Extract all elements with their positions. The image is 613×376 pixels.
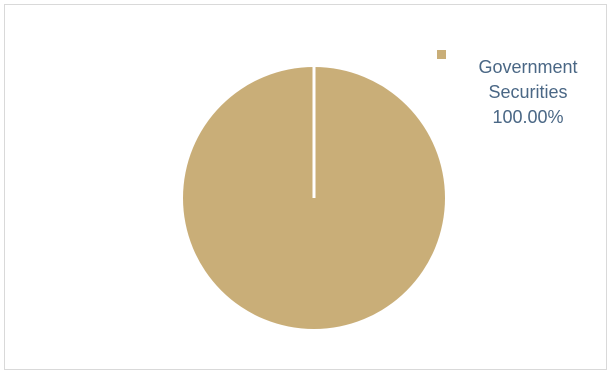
legend-label: Government Securities 100.00% [463, 55, 593, 130]
legend-percent: 100.00% [492, 107, 564, 127]
legend-label-line-2: Securities [488, 82, 568, 102]
chart-area: Government Securities 100.00% [4, 4, 607, 370]
pie-chart [183, 67, 445, 329]
legend-label-line-1: Government [478, 57, 578, 77]
legend-swatch [437, 50, 446, 59]
